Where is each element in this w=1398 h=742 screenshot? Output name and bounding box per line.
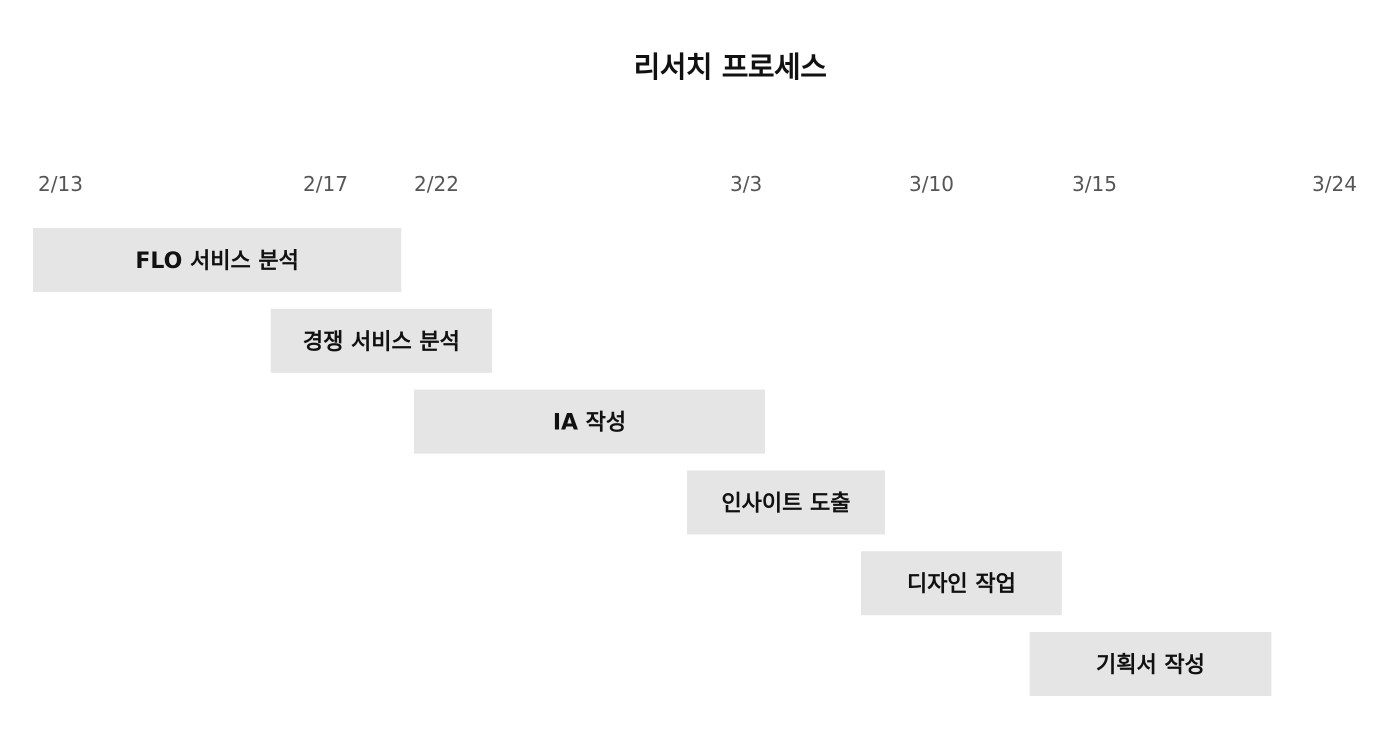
task-label: 기획서 작성 [1096, 653, 1205, 678]
task-bar [270, 308, 492, 373]
chart-title: 리서치 프로세스 [633, 50, 827, 84]
date-label: 2/13 [38, 172, 83, 196]
task-label: 인사이트 도출 [721, 491, 850, 516]
task-bar [414, 389, 765, 454]
date-label: 3/3 [730, 172, 762, 196]
date-label: 3/10 [909, 172, 954, 196]
task-label: FLO 서비스 분석 [135, 249, 298, 274]
date-label: 2/17 [303, 172, 348, 196]
date-label: 3/24 [1312, 172, 1357, 196]
task-label: 디자인 작업 [907, 572, 1016, 597]
date-label: 3/15 [1072, 172, 1117, 196]
task-bar [1029, 632, 1272, 696]
task-label: 경쟁 서비스 분석 [303, 330, 460, 355]
task-label: IA 작성 [553, 411, 626, 436]
task-bar [33, 228, 402, 292]
date-label: 2/22 [414, 172, 459, 196]
task-bar [861, 551, 1062, 616]
task-bar [687, 470, 885, 535]
date-axis: 2/13 2/17 2/22 3/3 3/10 3/15 3/24 [38, 172, 1357, 196]
